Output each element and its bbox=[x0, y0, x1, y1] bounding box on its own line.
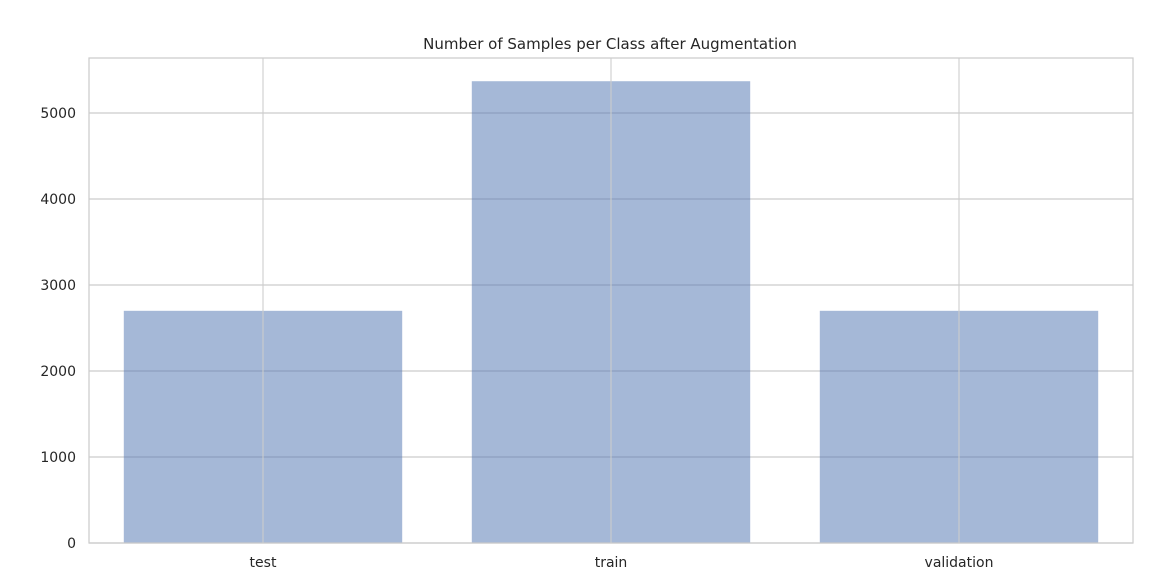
y-tick-label: 0 bbox=[67, 536, 76, 552]
y-tick-label: 5000 bbox=[40, 106, 76, 122]
x-tick-label: validation bbox=[925, 555, 994, 571]
x-tick-labels: test train validation bbox=[250, 555, 994, 571]
vertical-grid-layer bbox=[262, 58, 960, 543]
y-tick-label: 3000 bbox=[40, 278, 76, 294]
x-tick-label: test bbox=[250, 555, 277, 571]
y-tick-label: 4000 bbox=[40, 192, 76, 208]
x-tick-label: train bbox=[595, 555, 628, 571]
y-tick-labels: 0 1000 2000 3000 4000 5000 bbox=[40, 106, 76, 552]
y-tick-label: 1000 bbox=[40, 450, 76, 466]
chart-title: Number of Samples per Class after Augmen… bbox=[423, 35, 797, 53]
y-tick-label: 2000 bbox=[40, 364, 76, 380]
plot-frame bbox=[88, 57, 1134, 544]
